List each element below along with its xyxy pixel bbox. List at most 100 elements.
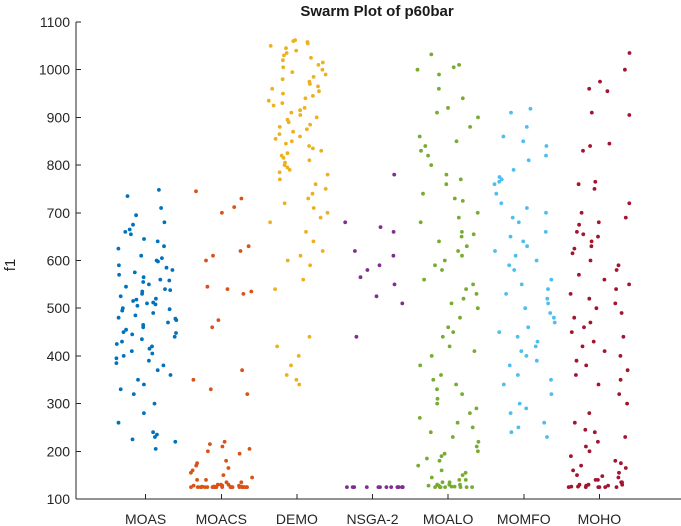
data-point: [121, 330, 126, 334]
data-point: [596, 382, 601, 387]
data-point: [497, 179, 502, 184]
data-point: [603, 485, 608, 489]
data-point: [623, 215, 628, 220]
data-point: [507, 263, 512, 268]
data-point: [437, 239, 441, 244]
x-tick-label: MOHO: [578, 511, 622, 526]
data-point: [157, 188, 161, 192]
data-point: [504, 292, 508, 296]
data-point: [142, 382, 146, 387]
data-point: [544, 144, 549, 148]
data-point: [116, 420, 121, 425]
data-point: [419, 148, 423, 153]
data-point: [451, 330, 456, 334]
data-point: [298, 113, 303, 117]
data-point: [132, 270, 137, 275]
data-point: [437, 86, 441, 91]
data-point: [607, 141, 612, 146]
data-point: [474, 406, 479, 411]
data-point: [378, 485, 382, 489]
data-point: [587, 86, 592, 91]
data-point: [534, 258, 539, 263]
data-point: [155, 368, 160, 373]
data-point: [313, 182, 318, 187]
data-point: [271, 103, 276, 108]
data-point: [198, 485, 203, 489]
x-tick-label: MOAS: [125, 511, 166, 526]
data-point: [433, 485, 437, 489]
data-point: [464, 287, 468, 291]
data-point: [468, 411, 472, 415]
data-point: [544, 210, 548, 215]
y-tick-label: 600: [47, 253, 71, 269]
data-point: [623, 67, 627, 72]
data-point: [423, 144, 428, 148]
data-point: [509, 430, 514, 435]
data-point: [516, 220, 521, 225]
data-point: [524, 406, 529, 411]
data-point: [584, 444, 588, 449]
data-point: [439, 454, 444, 458]
data-point: [153, 302, 158, 307]
data-point: [114, 361, 119, 365]
data-point: [576, 484, 580, 489]
data-point: [463, 470, 468, 475]
data-point: [579, 210, 584, 215]
data-point: [497, 175, 502, 179]
data-point: [444, 172, 449, 177]
data-point: [246, 244, 251, 249]
data-point: [443, 485, 447, 489]
data-point: [168, 373, 173, 377]
data-point: [613, 301, 618, 306]
data-point: [294, 48, 299, 53]
data-point: [162, 244, 166, 249]
data-point: [437, 72, 441, 77]
data-point: [285, 151, 290, 156]
data-point: [141, 275, 146, 280]
data-point: [476, 439, 481, 444]
data-point: [525, 244, 529, 249]
data-point: [627, 113, 632, 117]
data-point: [114, 356, 119, 361]
data-point: [291, 129, 295, 134]
data-point: [311, 94, 315, 98]
data-point: [266, 98, 271, 103]
data-point: [308, 122, 312, 127]
data-point: [280, 77, 285, 82]
data-point: [511, 168, 516, 172]
data-point: [429, 52, 434, 57]
data-point: [606, 483, 610, 488]
data-point: [131, 222, 135, 227]
data-point: [120, 339, 124, 344]
data-point: [240, 368, 245, 373]
data-point: [239, 480, 244, 485]
data-point: [298, 253, 303, 258]
data-point: [320, 67, 325, 72]
data-point: [501, 382, 506, 387]
data-point: [212, 485, 216, 489]
data-point: [280, 101, 285, 105]
data-point: [298, 108, 302, 113]
data-point: [147, 346, 152, 351]
data-point: [426, 153, 430, 158]
data-point: [435, 401, 440, 406]
data-point: [392, 172, 397, 177]
data-point: [460, 473, 465, 477]
data-point: [304, 230, 308, 234]
data-point: [582, 325, 586, 330]
data-point: [273, 137, 278, 141]
data-point: [507, 363, 512, 368]
data-point: [145, 301, 149, 306]
data-point: [167, 307, 172, 312]
data-point: [523, 306, 528, 311]
data-point: [208, 387, 213, 392]
data-point: [311, 239, 316, 244]
data-point: [225, 287, 230, 291]
data-point: [284, 373, 289, 377]
x-tick-label: DEMO: [276, 511, 318, 526]
data-point: [508, 234, 513, 239]
data-point: [440, 334, 445, 339]
data-point: [596, 485, 601, 489]
data-point: [275, 344, 279, 349]
